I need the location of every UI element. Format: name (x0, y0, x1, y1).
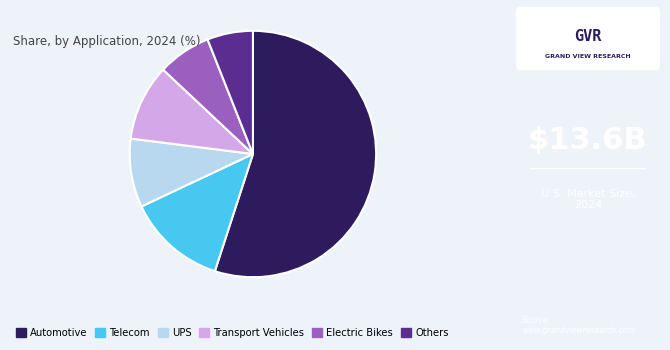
Wedge shape (163, 40, 253, 154)
Wedge shape (208, 31, 253, 154)
Text: $13.6B: $13.6B (528, 126, 648, 154)
Legend: Automotive, Telecom, UPS, Transport Vehicles, Electric Bikes, Others: Automotive, Telecom, UPS, Transport Vehi… (11, 323, 452, 342)
Text: GVR: GVR (574, 29, 602, 44)
Text: Share, by Application, 2024 (%): Share, by Application, 2024 (%) (13, 35, 201, 48)
Text: GRAND VIEW RESEARCH: GRAND VIEW RESEARCH (545, 54, 630, 59)
Text: Source:
www.grandviewresearch.com: Source: www.grandviewresearch.com (523, 316, 635, 335)
Wedge shape (130, 139, 253, 206)
Wedge shape (215, 31, 376, 277)
Wedge shape (131, 70, 253, 154)
FancyBboxPatch shape (516, 7, 660, 70)
Text: U.S. Market Size,
2024: U.S. Market Size, 2024 (541, 189, 635, 210)
Wedge shape (141, 154, 253, 271)
